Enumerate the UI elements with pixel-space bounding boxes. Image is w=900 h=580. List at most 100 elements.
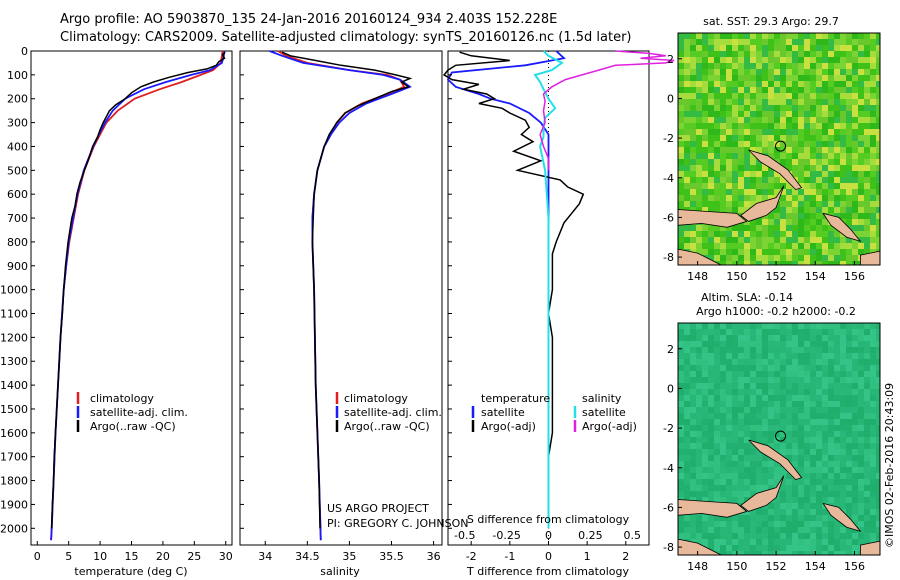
map-cell: [858, 497, 864, 503]
map-cell: [858, 479, 864, 485]
map-cell: [864, 503, 870, 509]
difference-xlabel-bottom: T difference from climatology: [466, 565, 629, 578]
map-cell: [714, 45, 720, 51]
map-cell: [816, 45, 822, 51]
map-cell: [792, 147, 798, 153]
map-cell: [744, 389, 750, 395]
map-cell: [732, 135, 738, 141]
map-cell: [858, 407, 864, 413]
map-cell: [816, 255, 822, 261]
map-cell: [834, 485, 840, 491]
map-cell: [846, 539, 852, 545]
map-cell: [804, 437, 810, 443]
map-cell: [864, 201, 870, 207]
map-cell: [858, 231, 864, 237]
map-cell: [792, 407, 798, 413]
map-cell: [876, 329, 880, 335]
map-cell: [690, 497, 696, 503]
map-cell: [852, 371, 858, 377]
map-cell: [822, 87, 828, 93]
map-cell: [786, 353, 792, 359]
map-cell: [798, 371, 804, 377]
map-cell: [732, 81, 738, 87]
map-cell: [816, 515, 822, 521]
map-cell: [792, 497, 798, 503]
map-cell: [726, 407, 732, 413]
map-cell: [852, 153, 858, 159]
map-cell: [726, 195, 732, 201]
map-cell: [726, 93, 732, 99]
map-cell: [744, 353, 750, 359]
map-cell: [828, 141, 834, 147]
map-cell: [864, 69, 870, 75]
map-cell: [684, 431, 690, 437]
map-cell: [876, 165, 880, 171]
map-cell: [816, 521, 822, 527]
map-cell: [804, 69, 810, 75]
map-cell: [696, 231, 702, 237]
map-cell: [750, 45, 756, 51]
map-cell: [702, 377, 708, 383]
map-cell: [732, 33, 738, 39]
map-cell: [870, 111, 876, 117]
map-cell: [726, 377, 732, 383]
map-cell: [756, 189, 762, 195]
map-cell: [708, 117, 714, 123]
map-cell: [750, 377, 756, 383]
map-cell: [780, 51, 786, 57]
map-y-tick-label: -6: [663, 501, 674, 514]
map-cell: [852, 425, 858, 431]
map-cell: [816, 249, 822, 255]
map-cell: [864, 45, 870, 51]
map-cell: [690, 485, 696, 491]
map-cell: [840, 473, 846, 479]
map-cell: [792, 341, 798, 347]
map-cell: [690, 165, 696, 171]
map-cell: [750, 383, 756, 389]
map-cell: [798, 407, 804, 413]
map-cell: [786, 395, 792, 401]
map-cell: [750, 177, 756, 183]
map-cell: [768, 255, 774, 261]
map-cell: [858, 449, 864, 455]
map-cell: [846, 189, 852, 195]
map-cell: [816, 413, 822, 419]
map-cell: [726, 111, 732, 117]
series-line-argo: [281, 51, 413, 529]
map-cell: [810, 533, 816, 539]
map-cell: [684, 231, 690, 237]
map-cell: [744, 437, 750, 443]
map-cell: [768, 69, 774, 75]
map-cell: [738, 455, 744, 461]
map-cell: [690, 407, 696, 413]
map-cell: [696, 371, 702, 377]
map-cell: [876, 177, 880, 183]
map-cell: [684, 455, 690, 461]
map-cell: [714, 527, 720, 533]
map-cell: [870, 249, 876, 255]
map-cell: [702, 419, 708, 425]
map-cell: [732, 111, 738, 117]
map-cell: [702, 371, 708, 377]
map-cell: [738, 431, 744, 437]
map-cell: [828, 249, 834, 255]
map-cell: [708, 461, 714, 467]
map-cell: [678, 177, 684, 183]
map-cell: [780, 63, 786, 69]
map-cell: [810, 69, 816, 75]
map-cell: [684, 365, 690, 371]
series-line-t-satellite: [446, 50, 566, 529]
map-cell: [870, 165, 876, 171]
map-cell: [864, 147, 870, 153]
map-cell: [702, 189, 708, 195]
map-cell: [756, 479, 762, 485]
map-cell: [870, 69, 876, 75]
map-cell: [756, 539, 762, 545]
map-cell: [714, 105, 720, 111]
map-cell: [804, 383, 810, 389]
map-cell: [840, 171, 846, 177]
map-cell: [798, 39, 804, 45]
map-cell: [738, 401, 744, 407]
map-cell: [834, 437, 840, 443]
map-cell: [876, 533, 880, 539]
